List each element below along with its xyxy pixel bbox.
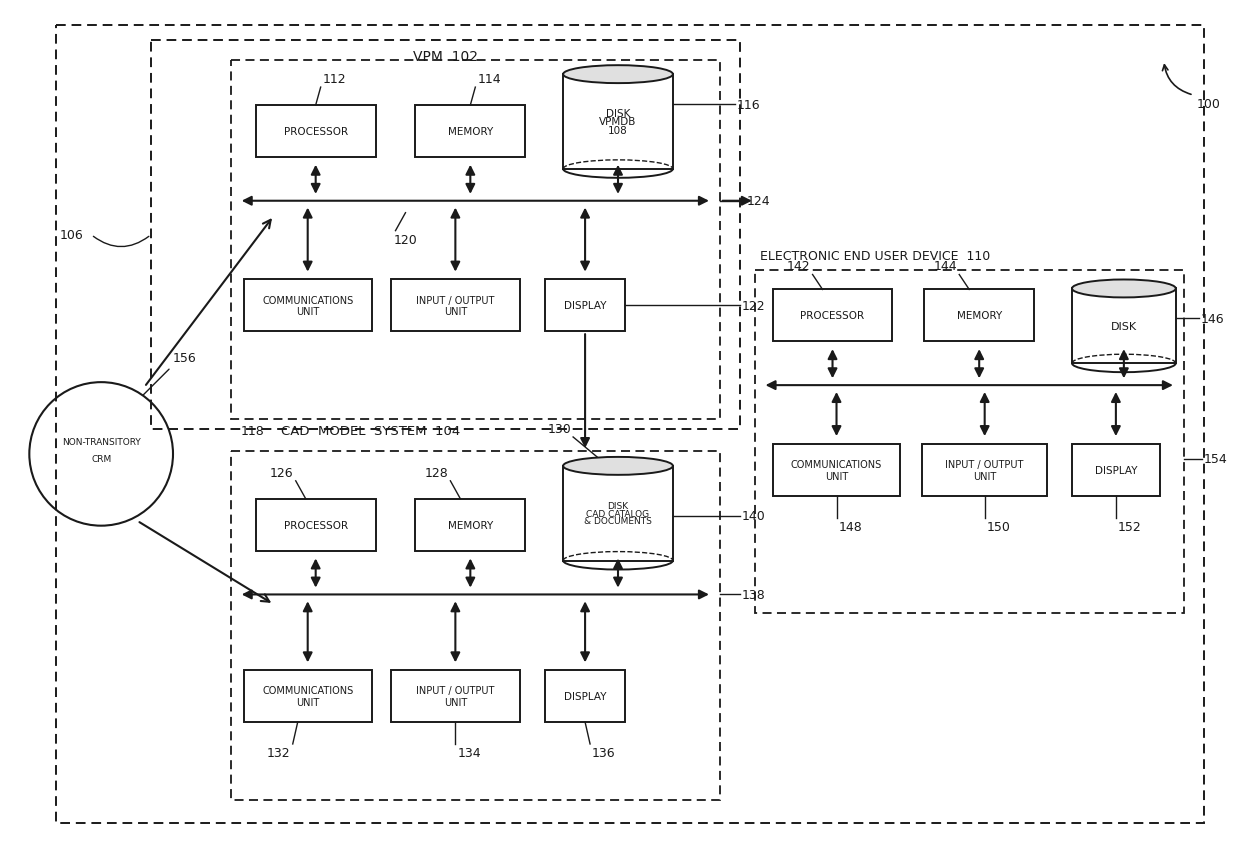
Text: 142: 142 [787, 260, 811, 273]
Text: CRM: CRM [91, 455, 112, 463]
Text: 156: 156 [174, 352, 197, 365]
Text: 148: 148 [838, 520, 862, 533]
Text: 134: 134 [458, 746, 481, 759]
Bar [391, 280, 521, 332]
Text: 122: 122 [742, 300, 765, 313]
Text: 152: 152 [1118, 520, 1142, 533]
Text: DISPLAY: DISPLAY [564, 301, 606, 311]
Text: CAD  MODEL  SYSTEM  104: CAD MODEL SYSTEM 104 [280, 425, 460, 438]
Text: 112: 112 [322, 73, 346, 86]
Text: DISPLAY: DISPLAY [564, 691, 606, 701]
Text: MEMORY: MEMORY [956, 311, 1002, 321]
Bar [546, 671, 625, 722]
Bar [255, 499, 376, 551]
Text: 118: 118 [241, 425, 264, 438]
Text: 108: 108 [608, 126, 627, 135]
Text: & DOCUMENTS: & DOCUMENTS [584, 516, 652, 526]
Text: 116: 116 [737, 99, 760, 112]
Ellipse shape [563, 66, 673, 84]
Text: 120: 120 [393, 233, 417, 246]
Bar [391, 671, 521, 722]
Text: 124: 124 [746, 195, 770, 208]
Text: DISPLAY: DISPLAY [1095, 465, 1137, 475]
Bar [415, 499, 526, 551]
Text: 146: 146 [1200, 313, 1224, 325]
Text: DISK: DISK [1111, 321, 1137, 331]
Text: INPUT / OUTPUT
UNIT: INPUT / OUTPUT UNIT [417, 296, 495, 317]
Text: COMMUNICATIONS
UNIT: COMMUNICATIONS UNIT [262, 686, 353, 707]
Text: 140: 140 [742, 509, 765, 522]
Bar [563, 466, 673, 561]
Text: 130: 130 [547, 423, 572, 435]
Text: 106: 106 [60, 229, 83, 242]
Bar [244, 671, 372, 722]
Text: PROCESSOR: PROCESSOR [284, 520, 347, 530]
Text: DISK: DISK [608, 502, 629, 510]
Bar [1073, 445, 1159, 496]
Text: 136: 136 [591, 746, 616, 759]
Ellipse shape [563, 458, 673, 475]
Text: 114: 114 [477, 73, 501, 86]
Text: NON-TRANSITORY: NON-TRANSITORY [62, 438, 140, 447]
Bar [773, 290, 893, 342]
Text: PROCESSOR: PROCESSOR [801, 311, 864, 321]
Text: COMMUNICATIONS
UNIT: COMMUNICATIONS UNIT [791, 459, 882, 481]
Text: CAD CATALOG: CAD CATALOG [587, 509, 650, 518]
Text: MEMORY: MEMORY [448, 127, 494, 137]
Text: DISK: DISK [606, 109, 630, 119]
Text: VPM  102: VPM 102 [413, 50, 477, 64]
Text: 144: 144 [934, 260, 957, 273]
Bar [546, 280, 625, 332]
Bar [415, 106, 526, 158]
Text: 154: 154 [1204, 452, 1228, 465]
Text: INPUT / OUTPUT
UNIT: INPUT / OUTPUT UNIT [417, 686, 495, 707]
Text: MEMORY: MEMORY [448, 520, 494, 530]
Text: INPUT / OUTPUT
UNIT: INPUT / OUTPUT UNIT [945, 459, 1024, 481]
Text: 138: 138 [742, 588, 765, 602]
Bar [773, 445, 900, 496]
Text: 132: 132 [267, 746, 290, 759]
Bar [244, 280, 372, 332]
Bar [1073, 289, 1176, 364]
Text: VPMDB: VPMDB [599, 118, 636, 127]
Text: PROCESSOR: PROCESSOR [284, 127, 347, 137]
Bar [924, 290, 1034, 342]
Text: 100: 100 [1197, 98, 1220, 111]
Text: 126: 126 [270, 466, 294, 480]
Text: COMMUNICATIONS
UNIT: COMMUNICATIONS UNIT [262, 296, 353, 317]
Text: ELECTRONIC END USER DEVICE  110: ELECTRONIC END USER DEVICE 110 [760, 250, 990, 262]
Ellipse shape [1073, 280, 1176, 298]
Bar [923, 445, 1047, 496]
Text: 150: 150 [987, 520, 1011, 533]
Bar [563, 75, 673, 170]
Text: 128: 128 [424, 466, 449, 480]
Bar [255, 106, 376, 158]
